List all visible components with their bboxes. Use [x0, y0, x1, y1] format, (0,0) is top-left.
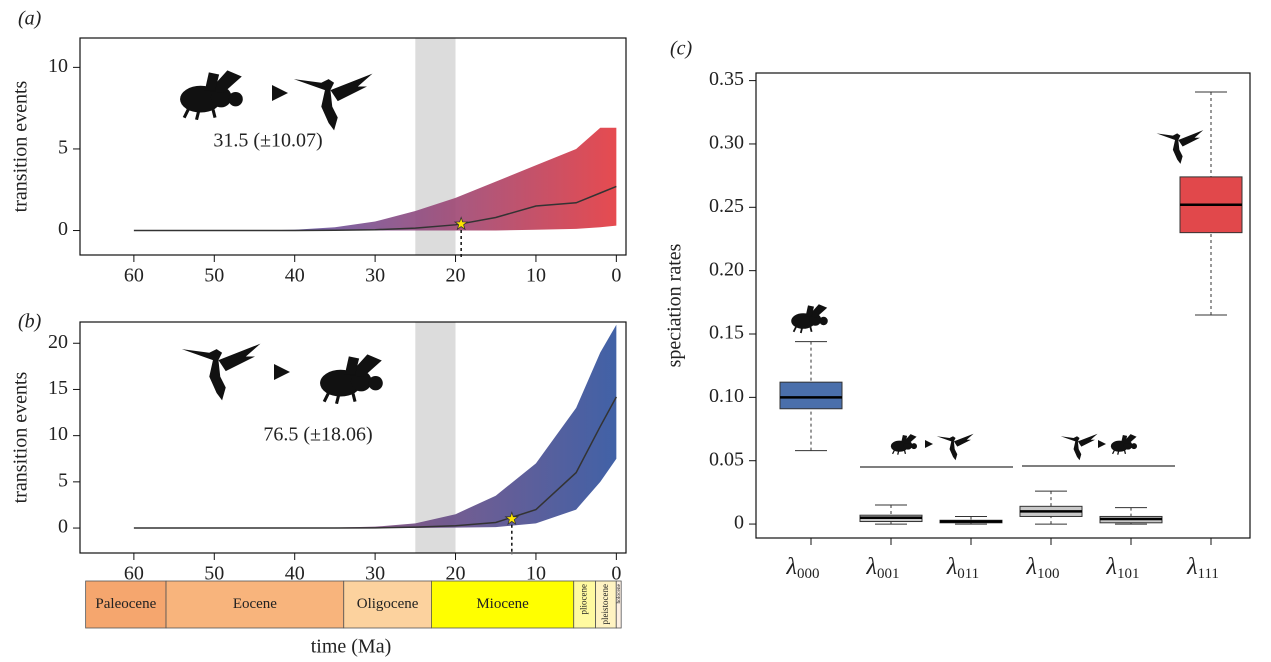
y-tick-label: 20	[48, 331, 68, 353]
epoch-label: Paleocene	[95, 596, 156, 612]
x-tick-label: 60	[124, 265, 144, 287]
x-tick-label: 10	[526, 563, 546, 585]
x-tick-label: λ000	[786, 554, 820, 583]
annotation: 76.5 (±18.06)	[263, 424, 372, 446]
x-tick-label: 50	[204, 265, 224, 287]
epoch-block	[165, 580, 345, 629]
epoch-block	[343, 580, 432, 629]
plot-frame	[755, 72, 1251, 539]
x-tick-label: λ001	[866, 554, 900, 583]
arrow-icon	[925, 440, 933, 448]
x-tick-label: 20	[446, 265, 466, 287]
confidence-band	[133, 324, 617, 529]
star-marker	[504, 511, 520, 526]
epoch-label: holocene	[616, 583, 622, 603]
y-tick-label: 10	[48, 423, 68, 445]
x-tick-label: 60	[124, 563, 144, 585]
epoch-label: Oligocene	[357, 596, 419, 612]
epoch-label: Miocene	[476, 596, 529, 612]
epoch-label: pliocene	[579, 584, 589, 615]
bird-icon	[1156, 130, 1204, 164]
x-tick-label: 50	[204, 563, 224, 585]
y-tick-label: 0.30	[709, 132, 744, 154]
bee-icon	[1110, 433, 1138, 455]
arrow-icon	[272, 85, 288, 101]
box	[779, 381, 843, 410]
y-tick-label: 0.25	[709, 195, 744, 217]
panel-label: (c)	[670, 38, 693, 60]
x-tick-label: λ100	[1026, 554, 1060, 583]
y-axis-label: transition events	[10, 371, 32, 503]
confidence-band	[133, 127, 617, 231]
icons	[178, 68, 1204, 468]
epoch-label: pleistocene	[600, 584, 610, 624]
arrow-icon	[1098, 440, 1106, 448]
panel-label: (b)	[18, 311, 42, 333]
plot-frame	[79, 37, 627, 256]
bee-icon	[318, 352, 385, 404]
y-axis-label: speciation rates	[664, 243, 686, 367]
x-tick-label: 30	[365, 563, 385, 585]
y-axis-label: transition events	[10, 80, 32, 212]
y-tick-label: 15	[48, 377, 68, 399]
x-tick-label: 20	[446, 563, 466, 585]
plot-frame	[79, 321, 627, 554]
mean-line	[133, 396, 618, 529]
epoch-block	[615, 580, 622, 629]
arrow-icon	[274, 364, 290, 380]
x-tick-label: λ111	[1186, 554, 1219, 583]
y-tick-label: 0.35	[709, 68, 744, 90]
x-tick-label: 10	[526, 265, 546, 287]
y-tick-label: 0.20	[709, 258, 744, 280]
star-marker	[453, 216, 469, 231]
y-tick-label: 0.10	[709, 385, 744, 407]
x-axis-label: time (Ma)	[311, 636, 392, 658]
annotation: 31.5 (±10.07)	[213, 130, 322, 152]
bee-icon	[890, 433, 918, 455]
bird-icon	[1060, 433, 1098, 461]
x-tick-label: 30	[365, 265, 385, 287]
shaded-interval	[415, 322, 456, 553]
y-tick-label: 0	[58, 516, 68, 538]
y-tick-label: 10	[48, 55, 68, 77]
mean-line	[133, 185, 617, 232]
x-tick-label: λ011	[946, 554, 979, 583]
bird-icon	[936, 433, 974, 461]
y-tick-label: 5	[58, 469, 68, 491]
x-tick-label: 40	[285, 265, 305, 287]
y-tick-label: 5	[58, 137, 68, 159]
panel-label: (a)	[18, 8, 42, 30]
epoch-label: Eocene	[233, 596, 277, 612]
y-tick-label: 0	[734, 512, 744, 534]
y-tick-label: 0	[58, 218, 68, 240]
bird-icon	[293, 73, 373, 131]
x-tick-label: λ101	[1106, 554, 1140, 583]
epoch-block	[431, 580, 575, 629]
bee-icon	[178, 68, 245, 120]
bee-icon	[790, 303, 829, 334]
x-tick-label: 0	[611, 563, 621, 585]
x-tick-label: 40	[285, 563, 305, 585]
bird-icon	[181, 343, 261, 401]
x-tick-label: 0	[611, 265, 621, 287]
y-tick-label: 0.05	[709, 448, 744, 470]
y-tick-label: 0.15	[709, 322, 744, 344]
